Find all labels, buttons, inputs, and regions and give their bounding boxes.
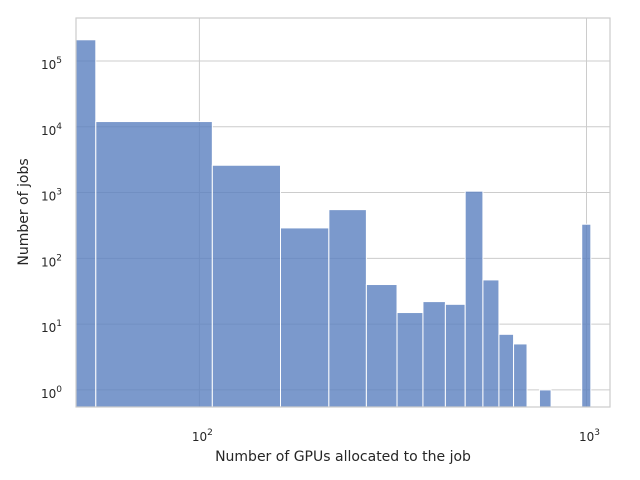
x-tick-label-exponent: 3 — [594, 428, 600, 438]
x-axis-label: Number of GPUs allocated to the job — [215, 449, 471, 465]
y-tick-label-exponent: 4 — [56, 122, 62, 132]
y-tick-label-exponent: 0 — [56, 385, 62, 395]
histogram-bar — [211, 164, 281, 408]
x-tick-label-exponent: 2 — [207, 428, 213, 438]
y-tick-label-exponent: 5 — [56, 56, 62, 66]
histogram-bar — [498, 333, 515, 408]
histogram-bar — [279, 227, 330, 408]
histogram-bar — [482, 279, 500, 408]
y-tick-label-base: 10 — [41, 255, 56, 269]
x-tick-label: 103 — [579, 428, 600, 444]
histogram-bars — [75, 39, 592, 408]
histogram-bar — [464, 190, 484, 408]
histogram-bar — [444, 303, 466, 408]
histogram-bar — [95, 121, 213, 408]
y-tick-label-base: 10 — [41, 321, 56, 335]
x-tick-label-base: 10 — [579, 430, 594, 444]
y-tick-label: 104 — [41, 122, 62, 138]
x-tick-label-base: 10 — [192, 430, 207, 444]
histogram-bar — [328, 209, 367, 408]
y-tick-label-exponent: 1 — [56, 319, 62, 329]
y-tick-label-base: 10 — [41, 190, 56, 204]
x-axis-ticks: 102 103 — [192, 428, 600, 444]
histogram-bar — [581, 223, 592, 408]
y-axis-label: Number of jobs — [16, 158, 32, 265]
y-tick-label: 100 — [41, 385, 62, 401]
x-tick-label: 102 — [192, 428, 213, 444]
y-tick-label-base: 10 — [41, 58, 56, 72]
y-tick-label-base: 10 — [41, 387, 56, 401]
y-tick-label-exponent: 2 — [56, 253, 62, 263]
y-tick-label-exponent: 3 — [56, 188, 62, 198]
y-tick-label: 103 — [41, 188, 62, 204]
histogram-bar — [396, 312, 424, 408]
histogram-bar — [365, 284, 398, 408]
y-tick-label: 102 — [41, 253, 62, 269]
histogram-bar — [422, 301, 446, 408]
y-tick-label: 105 — [41, 56, 62, 72]
y-tick-label: 101 — [41, 319, 62, 335]
histogram-bar — [513, 343, 528, 408]
histogram-bar — [75, 39, 97, 408]
y-tick-label-base: 10 — [41, 124, 56, 138]
plot-frame — [75, 17, 611, 408]
histogram-bar — [538, 389, 552, 408]
